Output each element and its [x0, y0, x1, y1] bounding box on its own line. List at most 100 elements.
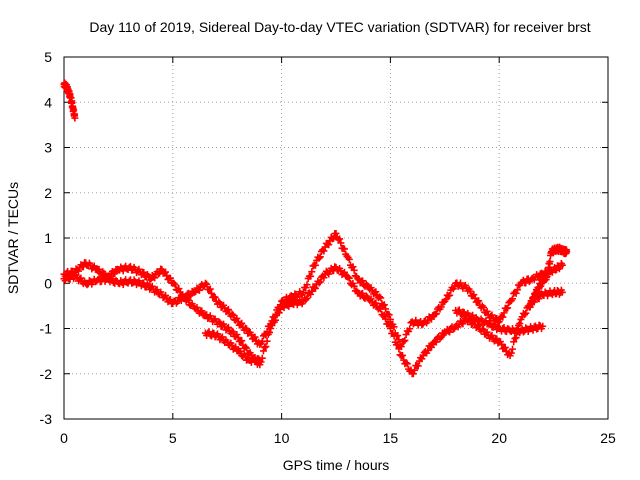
data-point-fill — [263, 337, 271, 345]
data-point-fill — [316, 278, 324, 286]
data-point-fill — [205, 328, 213, 336]
data-point — [495, 318, 503, 326]
data-point-fill — [470, 291, 478, 299]
data-point-fill — [216, 299, 224, 307]
data-point-fill — [350, 282, 358, 290]
data-point-fill — [232, 343, 240, 351]
data-point-fill — [414, 362, 422, 370]
data-point-fill — [325, 241, 333, 249]
data-point-fill — [337, 239, 345, 247]
data-point — [299, 288, 307, 296]
data-point — [558, 288, 566, 296]
data-point-fill — [79, 263, 87, 271]
data-point-fill — [385, 320, 393, 328]
data-point-fill — [285, 302, 293, 310]
data-point-fill — [340, 268, 348, 276]
data-point-fill — [372, 299, 380, 307]
data-point — [563, 248, 571, 256]
data-point — [558, 261, 566, 269]
x-tick-label: 5 — [169, 430, 177, 446]
data-point-fill — [382, 315, 390, 323]
data-point-fill — [255, 355, 263, 363]
x-axis-label: GPS time / hours — [283, 457, 390, 473]
data-point-fill — [459, 320, 467, 328]
data-point-fill — [108, 275, 116, 283]
y-axis-ticks: -3 -2 -1 0 1 2 3 4 5 — [40, 49, 608, 427]
data-point-fill — [500, 324, 508, 332]
chart-title: Day 110 of 2019, Sidereal Day-to-day VTE… — [89, 19, 590, 35]
data-point-fill — [166, 274, 174, 282]
data-point-fill — [218, 333, 226, 341]
data-point-fill — [233, 314, 241, 322]
y-tick-label: 4 — [44, 94, 52, 110]
y-tick-label: -3 — [40, 411, 53, 427]
data-point-fill — [238, 319, 246, 327]
y-tick-label: 5 — [44, 49, 52, 65]
data-point — [376, 293, 384, 301]
data-point-fill — [315, 254, 323, 262]
data-point — [71, 114, 79, 122]
data-point-fill — [398, 351, 406, 359]
data-point — [354, 275, 362, 283]
data-point — [354, 288, 362, 296]
data-point-fill — [291, 297, 299, 305]
data-point-fill — [469, 311, 477, 319]
data-point-fill — [501, 343, 509, 351]
data-point-fill — [516, 320, 524, 328]
data-point-fill — [380, 301, 388, 309]
data-point-fill — [228, 310, 236, 318]
data-point-fill — [428, 343, 436, 351]
data-point-fill — [146, 276, 154, 284]
data-point-fill — [151, 274, 159, 282]
data-point-fill — [522, 279, 530, 287]
data-point-fill — [483, 307, 491, 315]
data-point-fill — [377, 305, 385, 313]
x-tick-label: 10 — [274, 430, 290, 446]
data-point-fill — [521, 311, 529, 319]
data-point-fill — [541, 288, 549, 296]
y-tick-label: 1 — [44, 230, 52, 246]
data-point — [539, 322, 547, 330]
y-tick-label: 0 — [44, 275, 52, 291]
data-point-fill — [401, 336, 409, 344]
data-point-fill — [394, 341, 402, 349]
data-point-fill — [500, 309, 508, 317]
data-point-fill — [85, 276, 93, 284]
data-point-fill — [432, 310, 440, 318]
data-point-fill — [171, 281, 179, 289]
data-point-fill — [377, 294, 385, 302]
data-point-fill — [126, 262, 134, 270]
data-point-fill — [206, 285, 214, 293]
data-point-fill — [336, 235, 344, 243]
data-point-fill — [437, 303, 445, 311]
data-point-fill — [266, 328, 274, 336]
data-point-fill — [418, 355, 426, 363]
data-point-fill — [546, 258, 554, 266]
data-point-fill — [512, 334, 520, 342]
data-points — [60, 79, 571, 378]
data-point-fill — [236, 347, 244, 355]
data-point-fill — [359, 277, 367, 285]
data-point-fill — [320, 247, 328, 255]
data-point-fill — [499, 313, 507, 321]
data-point-fill — [498, 340, 506, 348]
data-point-fill — [203, 280, 211, 288]
data-point-fill — [247, 331, 255, 339]
data-point-fill — [311, 261, 319, 269]
data-point-fill — [315, 279, 323, 287]
data-point-fill — [479, 303, 487, 311]
data-point-fill — [308, 268, 316, 276]
data-point-fill — [241, 343, 249, 351]
data-point-fill — [340, 245, 348, 253]
x-tick-label: 0 — [60, 430, 68, 446]
data-point — [256, 356, 264, 364]
data-point-fill — [90, 262, 98, 270]
data-point-fill — [229, 328, 237, 336]
data-point-fill — [522, 324, 530, 332]
data-point-fill — [380, 311, 388, 319]
data-point-fill — [359, 289, 367, 297]
data-point-fill — [224, 323, 232, 331]
data-point-fill — [275, 309, 283, 317]
data-point-fill — [349, 263, 357, 271]
data-point — [201, 279, 209, 287]
